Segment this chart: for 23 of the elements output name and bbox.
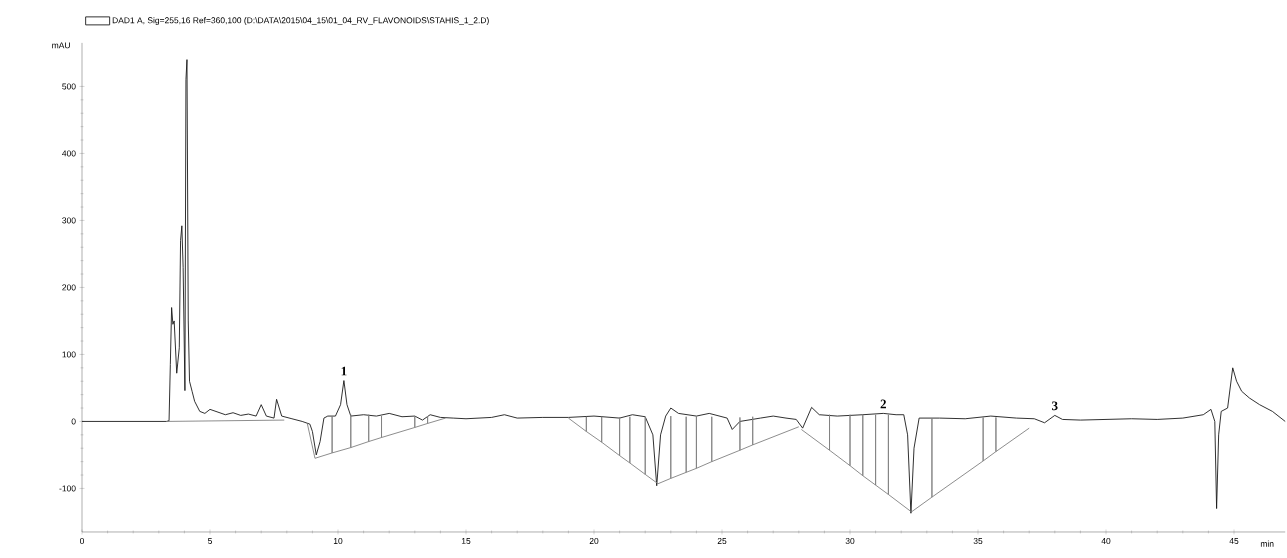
x-tick-label: 45 bbox=[1229, 538, 1239, 544]
y-tick-label: 300 bbox=[62, 217, 76, 224]
annotation: 1 bbox=[341, 366, 347, 376]
annotation: 2 bbox=[880, 399, 886, 409]
y-tick-label: 100 bbox=[62, 351, 76, 358]
x-tick-label: 0 bbox=[79, 538, 85, 544]
annotation: 3 bbox=[1052, 401, 1058, 411]
x-tick-label: 35 bbox=[973, 538, 983, 544]
legend-label: DAD1 A, Sig=255,16 Ref=360,100 (D:\DATA\2015\04_15\01_04_RV_FLAVONOIDS\STAHIS_1_2.D) bbox=[112, 17, 489, 25]
x-tick-label: 5 bbox=[208, 538, 213, 544]
x-tick-label: 30 bbox=[845, 538, 855, 544]
y-tick-label: 0 bbox=[71, 418, 76, 425]
x-tick-label: 10 bbox=[333, 538, 343, 544]
y-tick-label: 400 bbox=[62, 150, 76, 157]
x-tick-label: 20 bbox=[589, 538, 599, 544]
x-tick-label: 15 bbox=[461, 538, 471, 544]
x-tick-label: 25 bbox=[717, 538, 727, 544]
x-axis-title: min bbox=[1260, 540, 1274, 547]
y-tick-label: -100 bbox=[59, 485, 76, 492]
y-axis-title: mAU bbox=[52, 42, 70, 49]
y-tick-label: 500 bbox=[62, 83, 76, 90]
y-tick-label: 200 bbox=[62, 284, 76, 291]
x-tick-label: 40 bbox=[1101, 538, 1111, 544]
